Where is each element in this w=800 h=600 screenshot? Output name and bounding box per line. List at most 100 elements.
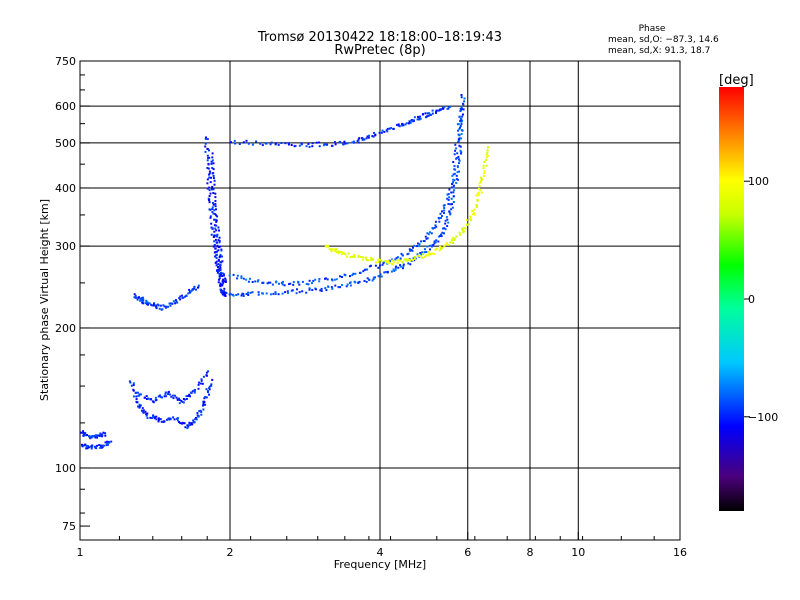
data-point xyxy=(182,401,185,404)
data-point xyxy=(210,233,213,236)
data-point xyxy=(401,254,404,257)
data-point xyxy=(212,192,215,194)
data-point xyxy=(462,231,465,234)
data-point xyxy=(458,115,461,118)
data-point xyxy=(208,201,211,204)
data-point xyxy=(429,231,431,234)
data-point xyxy=(402,267,404,270)
data-point xyxy=(318,145,321,148)
data-point xyxy=(218,277,221,280)
data-point xyxy=(483,161,486,163)
data-point xyxy=(430,232,433,235)
data-point xyxy=(330,144,333,147)
data-point xyxy=(189,395,191,398)
data-point xyxy=(274,143,277,146)
data-point xyxy=(458,158,460,161)
data-point xyxy=(175,396,178,399)
data-point xyxy=(104,432,107,435)
data-point xyxy=(453,153,456,156)
data-point xyxy=(471,213,474,216)
x-axis-label: Frequency [MHz] xyxy=(334,558,426,571)
y-tick-label: 500 xyxy=(55,137,76,150)
data-point xyxy=(101,446,104,448)
data-point xyxy=(420,253,423,256)
data-point xyxy=(448,196,451,199)
data-point xyxy=(161,308,164,311)
data-point xyxy=(452,242,455,244)
data-point xyxy=(201,382,204,385)
data-point xyxy=(478,187,480,190)
data-point xyxy=(214,251,217,254)
data-point xyxy=(129,381,132,384)
data-point xyxy=(280,281,283,284)
data-point xyxy=(451,183,454,186)
data-point xyxy=(308,288,311,291)
data-point xyxy=(204,396,207,398)
data-point xyxy=(98,444,101,447)
data-point xyxy=(458,144,461,147)
data-point xyxy=(452,181,455,184)
data-point xyxy=(240,294,243,297)
data-point xyxy=(380,275,383,278)
data-point xyxy=(399,265,402,268)
data-point xyxy=(136,298,139,301)
data-point xyxy=(274,291,277,294)
data-point xyxy=(386,130,389,133)
data-point xyxy=(395,123,398,126)
data-point xyxy=(89,437,92,440)
data-point xyxy=(158,418,160,421)
data-point xyxy=(247,142,250,145)
data-point xyxy=(213,243,216,246)
data-point xyxy=(339,250,341,253)
data-point xyxy=(461,229,464,232)
data-point xyxy=(208,195,211,197)
data-point xyxy=(150,398,153,401)
data-point xyxy=(449,203,452,206)
data-point xyxy=(95,434,98,437)
data-point xyxy=(282,280,284,283)
data-point xyxy=(457,140,460,143)
data-point xyxy=(135,395,138,398)
data-point xyxy=(179,422,182,425)
data-point xyxy=(463,230,466,233)
data-point xyxy=(102,444,105,447)
data-point xyxy=(379,264,381,267)
data-point xyxy=(286,290,289,293)
data-point xyxy=(351,274,354,277)
data-point xyxy=(257,291,260,294)
data-point xyxy=(225,292,228,295)
data-point xyxy=(450,197,453,200)
data-point xyxy=(374,134,377,137)
data-point xyxy=(214,234,217,237)
colorbar-tick-label: −100 xyxy=(748,411,778,424)
data-point xyxy=(416,118,419,121)
data-point xyxy=(476,192,479,195)
chart-subtitle: RwPretec (8p) xyxy=(334,43,425,58)
data-point xyxy=(456,171,459,174)
data-point xyxy=(457,178,459,181)
data-point xyxy=(215,214,218,217)
data-point xyxy=(216,269,219,272)
data-point xyxy=(365,258,368,261)
data-point xyxy=(173,394,176,397)
data-point xyxy=(357,281,360,284)
data-point xyxy=(221,272,224,275)
colorbar-tick-label: 0 xyxy=(748,293,755,306)
data-point xyxy=(320,287,323,290)
data-point xyxy=(95,447,98,450)
data-point xyxy=(483,172,486,175)
data-point xyxy=(339,140,342,143)
data-point xyxy=(209,215,212,218)
data-point xyxy=(483,175,485,178)
data-point xyxy=(138,296,140,299)
data-point xyxy=(245,293,248,295)
data-point xyxy=(349,284,352,287)
data-point xyxy=(275,142,278,145)
data-point xyxy=(439,212,442,215)
data-point xyxy=(437,109,440,112)
data-point xyxy=(344,274,347,277)
data-point xyxy=(104,434,107,437)
data-point xyxy=(459,233,461,236)
data-point xyxy=(278,282,280,285)
data-point xyxy=(326,278,329,281)
